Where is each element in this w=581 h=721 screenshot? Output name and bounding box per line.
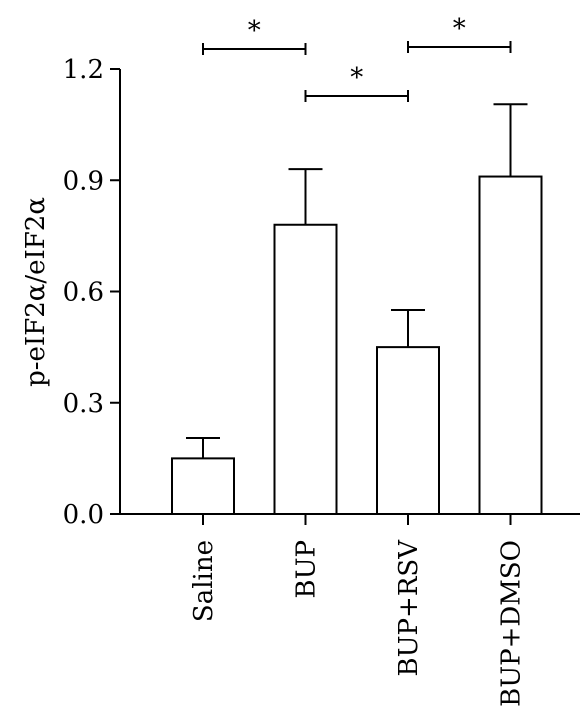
bars	[171, 175, 543, 516]
y-tick-label: 0.6	[63, 278, 104, 308]
y-tick-label: 0.9	[63, 166, 104, 196]
y-tick-label: 0.3	[63, 389, 104, 419]
bar	[478, 175, 543, 516]
y-tick-label: 1.2	[63, 55, 104, 85]
x-tick-label: BUP+RSV	[394, 539, 424, 677]
y-axis-label: p-eIF2α/eIF2α	[21, 197, 51, 387]
x-tick-label: BUP	[292, 540, 322, 599]
bar	[273, 223, 338, 515]
significance-brackets	[202, 41, 512, 102]
significance-star: *	[453, 14, 466, 44]
error-bars	[186, 103, 528, 459]
x-tick-label: BUP+DMSO	[497, 540, 527, 707]
y-tick-label: 0.0	[63, 500, 104, 530]
significance-star: *	[248, 16, 261, 46]
labels: 0.0 0.3 0.6 0.9 1.2 Saline BUP BUP+RSV BUP+DMSO *…	[63, 14, 527, 707]
bar	[171, 457, 235, 515]
x-tick-label: Saline	[189, 540, 219, 622]
bar	[376, 346, 440, 515]
significance-star: *	[350, 63, 363, 93]
